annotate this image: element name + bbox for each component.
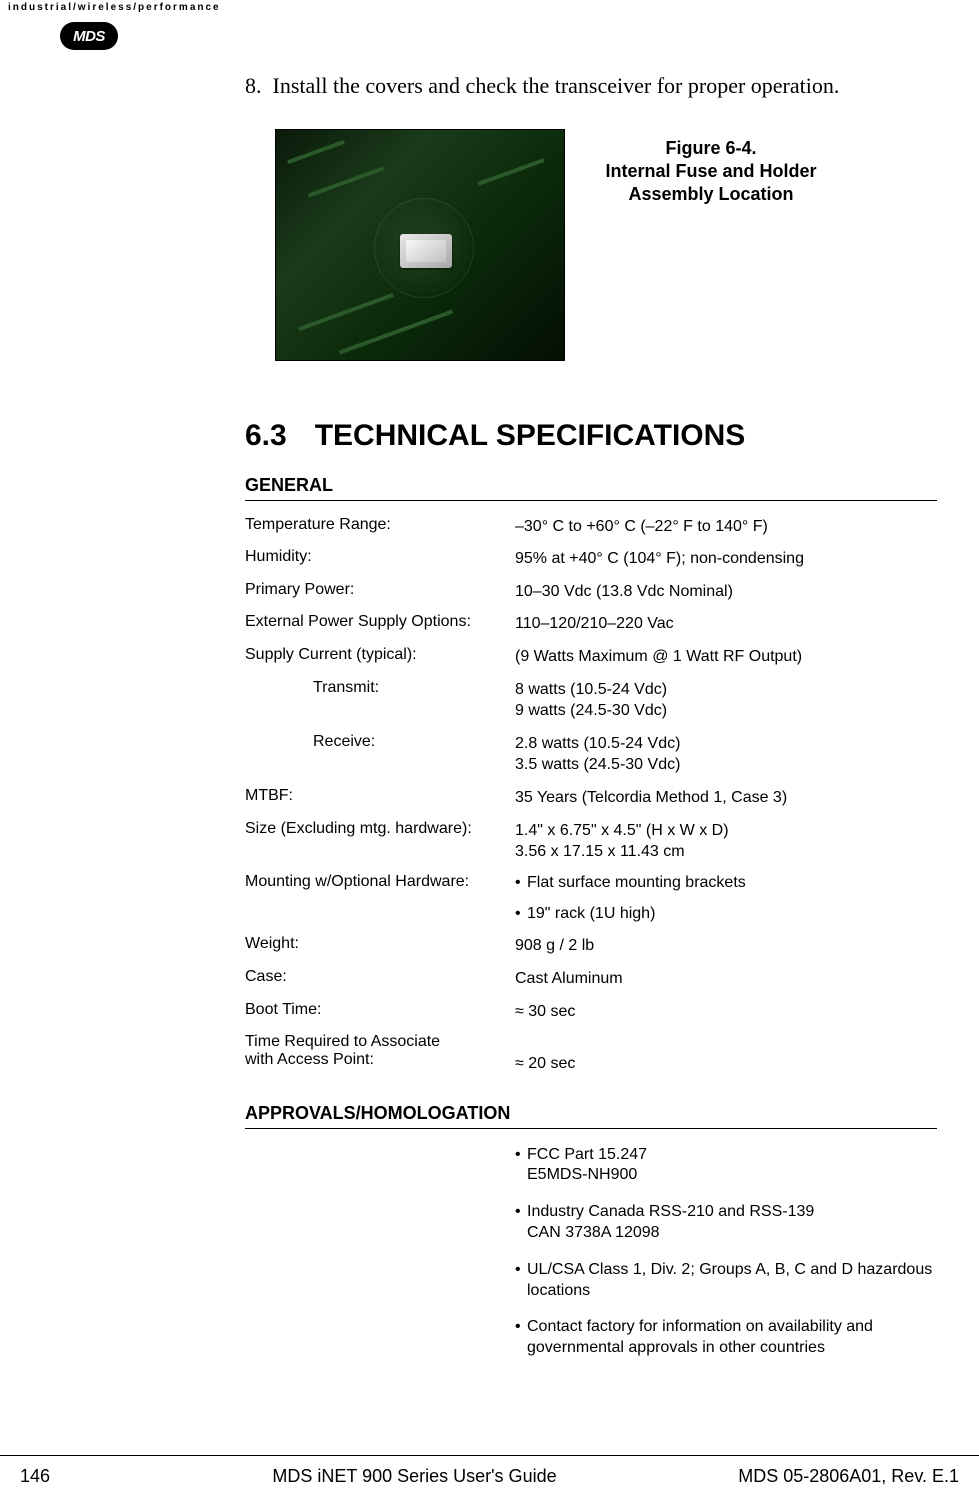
spec-value: 8 watts (10.5-24 Vdc) 9 watts (24.5-30 V…: [515, 679, 937, 722]
logo-shape: MDS: [60, 22, 118, 50]
spec-value: 2.8 watts (10.5-24 Vdc) 3.5 watts (24.5-…: [515, 733, 937, 776]
spec-row-size: Size (Excluding mtg. hardware): 1.4" x 6…: [245, 815, 937, 869]
spec-value: ≈ 30 sec: [515, 1001, 937, 1023]
spec-row-case: Case: Cast Aluminum: [245, 963, 937, 996]
spec-label: MTBF:: [245, 787, 515, 805]
spec-label: Humidity:: [245, 548, 515, 566]
footer-title: MDS iNET 900 Series User's Guide: [120, 1466, 709, 1487]
spec-label: Size (Excluding mtg. hardware):: [245, 820, 515, 838]
spec-value: Cast Aluminum: [515, 968, 937, 990]
spec-value: 908 g / 2 lb: [515, 935, 937, 957]
tagline-text: industrial/wireless/performance: [8, 2, 221, 13]
spec-row-humidity: Humidity: 95% at +40° C (104° F); non-co…: [245, 543, 937, 576]
figure-number: Figure 6-4.: [591, 137, 831, 160]
logo: MDS: [60, 22, 118, 50]
step-text: 8. Install the covers and check the tran…: [245, 72, 945, 101]
spec-row-power: Primary Power: 10–30 Vdc (13.8 Vdc Nomin…: [245, 576, 937, 609]
divider: [245, 500, 937, 501]
general-specs-table: Temperature Range: –30° C to +60° C (–22…: [245, 511, 937, 1081]
approval-text: UL/CSA Class 1, Div. 2; Groups A, B, C a…: [527, 1261, 932, 1299]
spec-label: Mounting w/Optional Hardware:: [245, 873, 515, 891]
approval-sub: E5MDS-NH900: [527, 1165, 945, 1186]
footer-revision: MDS 05-2806A01, Rev. E.1: [709, 1466, 979, 1487]
approval-item: Industry Canada RSS-210 and RSS-139 CAN …: [515, 1196, 945, 1254]
spec-label: Transmit:: [245, 679, 515, 697]
page-footer: 146 MDS iNET 900 Series User's Guide MDS…: [0, 1455, 979, 1487]
spec-value: 35 Years (Telcordia Method 1, Case 3): [515, 787, 937, 809]
spec-row-ext-power: External Power Supply Options: 110–120/2…: [245, 608, 937, 641]
spec-value: (9 Watts Maximum @ 1 Watt RF Output): [515, 646, 937, 668]
step-body: Install the covers and check the transce…: [273, 73, 840, 98]
spec-value: 1.4" x 6.75" x 4.5" (H x W x D) 3.56 x 1…: [515, 820, 937, 863]
approval-sub: CAN 3738A 12098: [527, 1223, 945, 1244]
spec-row-temp: Temperature Range: –30° C to +60° C (–22…: [245, 511, 937, 544]
spec-row-boot: Boot Time: ≈ 30 sec: [245, 996, 937, 1029]
section-title: TECHNICAL SPECIFICATIONS: [315, 419, 746, 452]
spec-value: Flat surface mounting brackets: [515, 873, 937, 894]
general-heading: GENERAL: [245, 475, 945, 496]
spec-row-mounting1: Mounting w/Optional Hardware: Flat surfa…: [245, 869, 937, 900]
figure-row: Figure 6-4. Internal Fuse and Holder Ass…: [275, 129, 945, 361]
spec-row-transmit: Transmit: 8 watts (10.5-24 Vdc) 9 watts …: [245, 674, 937, 728]
approvals-list: FCC Part 15.247 E5MDS-NH900 Industry Can…: [245, 1139, 945, 1369]
spec-row-mounting2: 19" rack (1U high): [245, 900, 937, 931]
spec-row-mtbf: MTBF: 35 Years (Telcordia Method 1, Case…: [245, 782, 937, 815]
spec-value: –30° C to +60° C (–22° F to 140° F): [515, 516, 937, 538]
figure-caption: Figure 6-4. Internal Fuse and Holder Ass…: [591, 137, 831, 207]
approvals-heading: APPROVALS/HOMOLOGATION: [245, 1103, 945, 1124]
spec-row-receive: Receive: 2.8 watts (10.5-24 Vdc) 3.5 wat…: [245, 728, 937, 782]
figure-line2: Assembly Location: [591, 183, 831, 206]
fuse-holder-illustration: [400, 234, 452, 268]
page-content: 8. Install the covers and check the tran…: [245, 72, 945, 1369]
spec-row-supply: Supply Current (typical): (9 Watts Maxim…: [245, 641, 937, 674]
spec-value: 95% at +40° C (104° F); non-condensing: [515, 548, 937, 570]
spec-value: 19" rack (1U high): [515, 904, 937, 925]
approval-text: FCC Part 15.247: [527, 1146, 647, 1163]
approval-item: FCC Part 15.247 E5MDS-NH900: [515, 1139, 945, 1197]
spec-value: ≈ 20 sec: [515, 1033, 937, 1075]
divider: [245, 1128, 937, 1129]
approval-item: UL/CSA Class 1, Div. 2; Groups A, B, C a…: [515, 1254, 945, 1312]
figure-line1: Internal Fuse and Holder: [591, 160, 831, 183]
spec-value: 10–30 Vdc (13.8 Vdc Nominal): [515, 581, 937, 603]
logo-text: MDS: [73, 28, 105, 45]
spec-label: External Power Supply Options:: [245, 613, 515, 631]
approval-text: Contact factory for information on avail…: [527, 1318, 873, 1356]
section-heading: 6.3 TECHNICAL SPECIFICATIONS: [245, 419, 945, 453]
pcb-image: [275, 129, 565, 361]
step-number: 8.: [245, 73, 262, 98]
spec-label: Supply Current (typical):: [245, 646, 515, 664]
approval-text: Industry Canada RSS-210 and RSS-139: [527, 1203, 814, 1220]
page-number: 146: [0, 1466, 120, 1487]
spec-row-assoc: Time Required to Associate with Access P…: [245, 1028, 937, 1081]
spec-label: Boot Time:: [245, 1001, 515, 1019]
spec-label: Primary Power:: [245, 581, 515, 599]
spec-value: 110–120/210–220 Vac: [515, 613, 937, 635]
spec-row-weight: Weight: 908 g / 2 lb: [245, 930, 937, 963]
spec-label: Weight:: [245, 935, 515, 953]
spec-label: Receive:: [245, 733, 515, 751]
spec-label: Temperature Range:: [245, 516, 515, 534]
section-number: 6.3: [245, 419, 287, 453]
spec-label: Time Required to Associate with Access P…: [245, 1033, 515, 1069]
spec-label: Case:: [245, 968, 515, 986]
approval-item: Contact factory for information on avail…: [515, 1311, 945, 1369]
